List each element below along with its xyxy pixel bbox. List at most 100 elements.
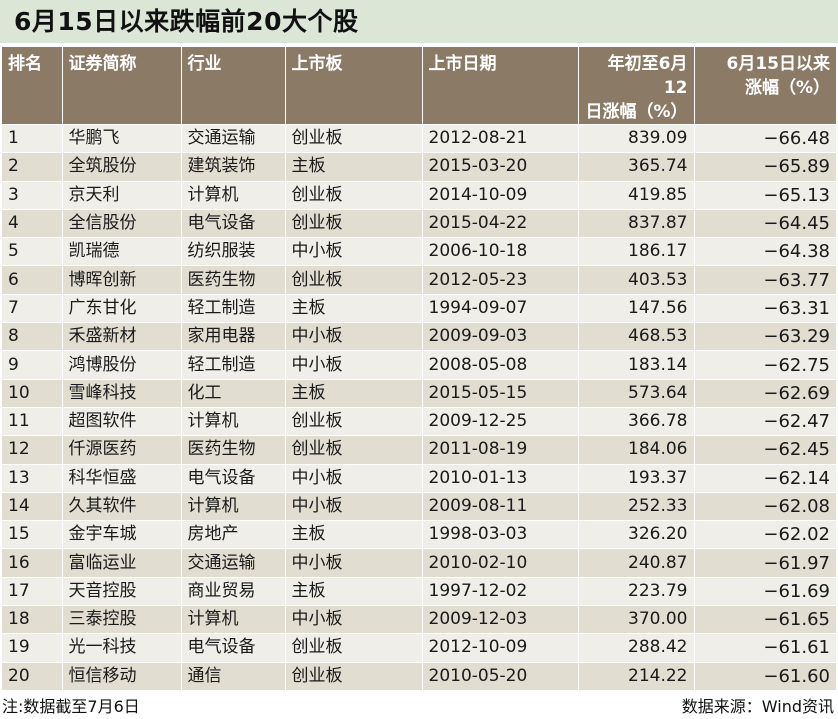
cell-since-change: −64.45 xyxy=(694,208,836,238)
cell-name: 雪峰科技 xyxy=(62,378,182,408)
cell-list-date: 2012-08-21 xyxy=(422,123,579,153)
cell-rank: 1 xyxy=(2,123,63,153)
cell-ytd-change: 573.64 xyxy=(578,378,695,408)
cell-since-change: −62.14 xyxy=(694,463,836,493)
table-body: 1 华鹏飞 交通运输 创业板 2012-08-21 839.09 −66.48 2 全筑股份 建筑… xyxy=(2,123,836,691)
cell-since-change: −62.75 xyxy=(694,350,836,380)
cell-rank: 5 xyxy=(2,237,63,266)
cell-since-change: −61.65 xyxy=(694,605,836,634)
cell-since-change: −65.89 xyxy=(694,152,836,182)
cell-rank: 18 xyxy=(2,605,63,634)
cell-board: 主板 xyxy=(285,378,423,408)
cell-name: 博晖创新 xyxy=(62,265,182,295)
table-row: 10 雪峰科技 化工 主板 2015-05-15 573.64 −62.69 xyxy=(2,378,836,408)
cell-ytd-change: 403.53 xyxy=(578,265,695,295)
cell-rank: 19 xyxy=(2,633,63,663)
header-ytd-line1: 年初至6月12 xyxy=(607,54,688,98)
cell-ytd-change: 252.33 xyxy=(578,491,695,521)
cell-list-date: 2006-10-18 xyxy=(422,237,579,266)
cell-rank: 15 xyxy=(2,520,63,549)
header-rank: 排名 xyxy=(2,47,63,125)
cell-ytd-change: 837.87 xyxy=(578,208,695,238)
table-row: 9 鸿博股份 轻工制造 中小板 2008-05-08 183.14 −62.75 xyxy=(2,350,836,380)
cell-name: 全筑股份 xyxy=(62,152,182,182)
cell-industry: 房地产 xyxy=(181,520,286,549)
cell-name: 光一科技 xyxy=(62,633,182,663)
cell-list-date: 2011-08-19 xyxy=(422,435,579,465)
cell-ytd-change: 183.14 xyxy=(578,350,695,380)
cell-ytd-change: 326.20 xyxy=(578,520,695,549)
cell-board: 创业板 xyxy=(285,406,423,436)
cell-rank: 8 xyxy=(2,322,63,351)
cell-ytd-change: 240.87 xyxy=(578,548,695,578)
cell-since-change: −61.97 xyxy=(694,548,836,578)
cell-board: 创业板 xyxy=(285,661,423,691)
cell-board: 主板 xyxy=(285,152,423,182)
cell-industry: 医药生物 xyxy=(181,265,286,295)
cell-since-change: −62.08 xyxy=(694,491,836,521)
header-name: 证券简称 xyxy=(62,47,182,125)
cell-industry: 电气设备 xyxy=(181,463,286,493)
cell-rank: 4 xyxy=(2,208,63,238)
cell-rank: 7 xyxy=(2,293,63,323)
cell-list-date: 2009-12-03 xyxy=(422,605,579,634)
header-chg-line1: 6月15日以来 xyxy=(726,54,831,74)
cell-list-date: 1994-09-07 xyxy=(422,293,579,323)
table-row: 16 富临运业 交通运输 中小板 2010-02-10 240.87 −61.97 xyxy=(2,548,836,578)
cell-rank: 12 xyxy=(2,435,63,465)
cell-board: 中小板 xyxy=(285,322,423,351)
cell-industry: 商业贸易 xyxy=(181,576,286,606)
cell-ytd-change: 365.74 xyxy=(578,152,695,182)
page-title: 6月15日以来跌幅前20大个股 xyxy=(14,7,359,36)
table-row: 20 恒信移动 通信 创业板 2010-05-20 214.22 −61.60 xyxy=(2,661,836,691)
cell-rank: 17 xyxy=(2,576,63,606)
cell-industry: 计算机 xyxy=(181,180,286,210)
cell-industry: 交通运输 xyxy=(181,123,286,153)
cell-name: 三泰控股 xyxy=(62,605,182,634)
cell-industry: 家用电器 xyxy=(181,322,286,351)
cell-industry: 医药生物 xyxy=(181,435,286,465)
cell-rank: 10 xyxy=(2,378,63,408)
cell-board: 中小板 xyxy=(285,548,423,578)
cell-board: 创业板 xyxy=(285,633,423,663)
cell-since-change: −62.45 xyxy=(694,435,836,465)
cell-board: 创业板 xyxy=(285,180,423,210)
cell-since-change: −63.77 xyxy=(694,265,836,295)
cell-board: 创业板 xyxy=(285,265,423,295)
cell-industry: 建筑装饰 xyxy=(181,152,286,182)
table-row: 14 久其软件 计算机 中小板 2009-08-11 252.33 −62.08 xyxy=(2,491,836,521)
header-since-change: 6月15日以来 涨幅（%） xyxy=(694,47,836,125)
cell-name: 凯瑞德 xyxy=(62,237,182,266)
cell-industry: 轻工制造 xyxy=(181,293,286,323)
header-industry: 行业 xyxy=(181,47,286,125)
cell-industry: 电气设备 xyxy=(181,208,286,238)
cell-list-date: 2012-05-23 xyxy=(422,265,579,295)
cell-rank: 13 xyxy=(2,463,63,493)
cell-name: 久其软件 xyxy=(62,491,182,521)
cell-rank: 3 xyxy=(2,180,63,210)
cell-board: 主板 xyxy=(285,520,423,549)
table-header-row: 排名 证券简称 行业 上市板 上市日期 年初至6月12 日涨幅（%） 6月15日… xyxy=(2,47,836,125)
cell-ytd-change: 214.22 xyxy=(578,661,695,691)
cell-name: 全信股份 xyxy=(62,208,182,238)
cell-since-change: −62.02 xyxy=(694,520,836,549)
cell-rank: 9 xyxy=(2,350,63,380)
cell-name: 天音控股 xyxy=(62,576,182,606)
table-row: 7 广东甘化 轻工制造 主板 1994-09-07 147.56 −63.31 xyxy=(2,293,836,323)
header-ytd-line2: 日涨幅（%） xyxy=(585,102,688,122)
cell-board: 主板 xyxy=(285,293,423,323)
cell-ytd-change: 288.42 xyxy=(578,633,695,663)
cell-name: 金宇车城 xyxy=(62,520,182,549)
cell-name: 科华恒盛 xyxy=(62,463,182,493)
cell-name: 广东甘化 xyxy=(62,293,182,323)
cell-rank: 11 xyxy=(2,406,63,436)
cell-list-date: 1997-12-02 xyxy=(422,576,579,606)
cell-since-change: −63.31 xyxy=(694,293,836,323)
cell-ytd-change: 147.56 xyxy=(578,293,695,323)
cell-since-change: −66.48 xyxy=(694,123,836,153)
cell-name: 仟源医药 xyxy=(62,435,182,465)
table-row: 2 全筑股份 建筑装饰 主板 2015-03-20 365.74 −65.89 xyxy=(2,152,836,182)
cell-since-change: −61.61 xyxy=(694,633,836,663)
cell-since-change: −62.69 xyxy=(694,378,836,408)
cell-rank: 2 xyxy=(2,152,63,182)
